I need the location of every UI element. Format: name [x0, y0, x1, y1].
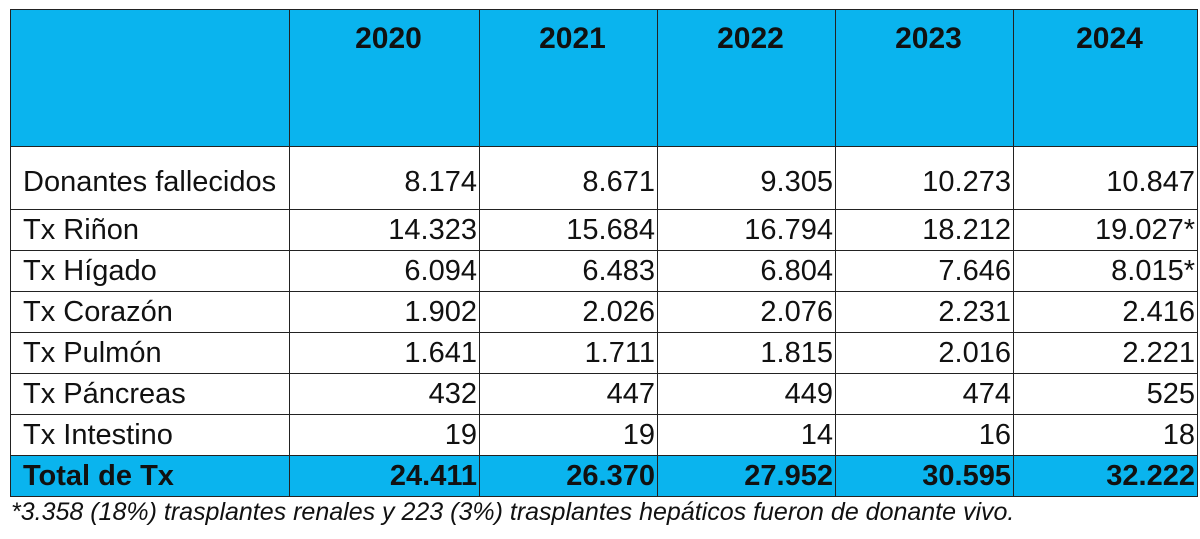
row-label: Tx Corazón — [10, 291, 290, 333]
table-cell: 432 — [289, 373, 480, 415]
table-row: Tx Riñon 14.323 15.684 16.794 18.212 19.… — [10, 209, 1198, 251]
total-row: Total de Tx 24.411 26.370 27.952 30.595 … — [10, 455, 1198, 497]
total-cell: 24.411 — [289, 455, 480, 497]
row-label: Tx Riñon — [10, 209, 290, 251]
year-header-2024: 2024 — [1013, 9, 1198, 147]
table-row: Tx Corazón 1.902 2.026 2.076 2.231 2.416 — [10, 291, 1198, 333]
table-cell: 1.711 — [479, 332, 658, 374]
header-row: 2020 2021 2022 2023 2024 — [10, 9, 1198, 147]
table-cell: 2.076 — [657, 291, 836, 333]
table-row: Tx Páncreas 432 447 449 474 525 — [10, 373, 1198, 415]
row-label: Tx Pulmón — [10, 332, 290, 374]
table-cell: 474 — [835, 373, 1014, 415]
table-cell: 16 — [835, 414, 1014, 456]
year-header-2022: 2022 — [657, 9, 836, 147]
row-label: Tx Intestino — [10, 414, 290, 456]
table-cell: 6.483 — [479, 250, 658, 292]
total-cell: 32.222 — [1013, 455, 1198, 497]
table-cell: 7.646 — [835, 250, 1014, 292]
table-cell: 19 — [479, 414, 658, 456]
table-cell: 6.094 — [289, 250, 480, 292]
total-cell: 27.952 — [657, 455, 836, 497]
footnote: *3.358 (18%) trasplantes renales y 223 (… — [11, 498, 1015, 526]
table-cell: 10.273 — [835, 146, 1014, 210]
table-row: Tx Pulmón 1.641 1.711 1.815 2.016 2.221 — [10, 332, 1198, 374]
table-cell: 8.174 — [289, 146, 480, 210]
table-row: Donantes fallecidos 8.174 8.671 9.305 10… — [10, 146, 1198, 210]
table-row: Tx Intestino 19 19 14 16 18 — [10, 414, 1198, 456]
table-cell: 15.684 — [479, 209, 658, 251]
year-header-2021: 2021 — [479, 9, 658, 147]
row-label: Tx Páncreas — [10, 373, 290, 415]
row-label: Donantes fallecidos — [10, 146, 290, 210]
row-label: Tx Hígado — [10, 250, 290, 292]
table-cell: 16.794 — [657, 209, 836, 251]
table-cell: 2.016 — [835, 332, 1014, 374]
table-cell: 2.416 — [1013, 291, 1198, 333]
table-cell: 14.323 — [289, 209, 480, 251]
year-header-2020: 2020 — [289, 9, 480, 147]
total-label: Total de Tx — [10, 455, 290, 497]
table-cell: 2.231 — [835, 291, 1014, 333]
table-cell: 18.212 — [835, 209, 1014, 251]
table-cell: 2.221 — [1013, 332, 1198, 374]
total-cell: 30.595 — [835, 455, 1014, 497]
table-cell: 10.847 — [1013, 146, 1198, 210]
table-cell: 19.027* — [1013, 209, 1198, 251]
transplant-table: 2020 2021 2022 2023 2024 Donantes fallec… — [10, 9, 1198, 497]
table-cell: 6.804 — [657, 250, 836, 292]
table-cell: 18 — [1013, 414, 1198, 456]
table-cell: 1.815 — [657, 332, 836, 374]
table-cell: 2.026 — [479, 291, 658, 333]
table-cell: 447 — [479, 373, 658, 415]
year-header-2023: 2023 — [835, 9, 1014, 147]
header-corner-cell — [10, 9, 290, 147]
table-cell: 1.641 — [289, 332, 480, 374]
table-row: Tx Hígado 6.094 6.483 6.804 7.646 8.015* — [10, 250, 1198, 292]
table-cell: 8.671 — [479, 146, 658, 210]
table-cell: 19 — [289, 414, 480, 456]
table-cell: 1.902 — [289, 291, 480, 333]
table-cell: 8.015* — [1013, 250, 1198, 292]
table-cell: 9.305 — [657, 146, 836, 210]
table-cell: 449 — [657, 373, 836, 415]
total-cell: 26.370 — [479, 455, 658, 497]
table-cell: 14 — [657, 414, 836, 456]
table-cell: 525 — [1013, 373, 1198, 415]
